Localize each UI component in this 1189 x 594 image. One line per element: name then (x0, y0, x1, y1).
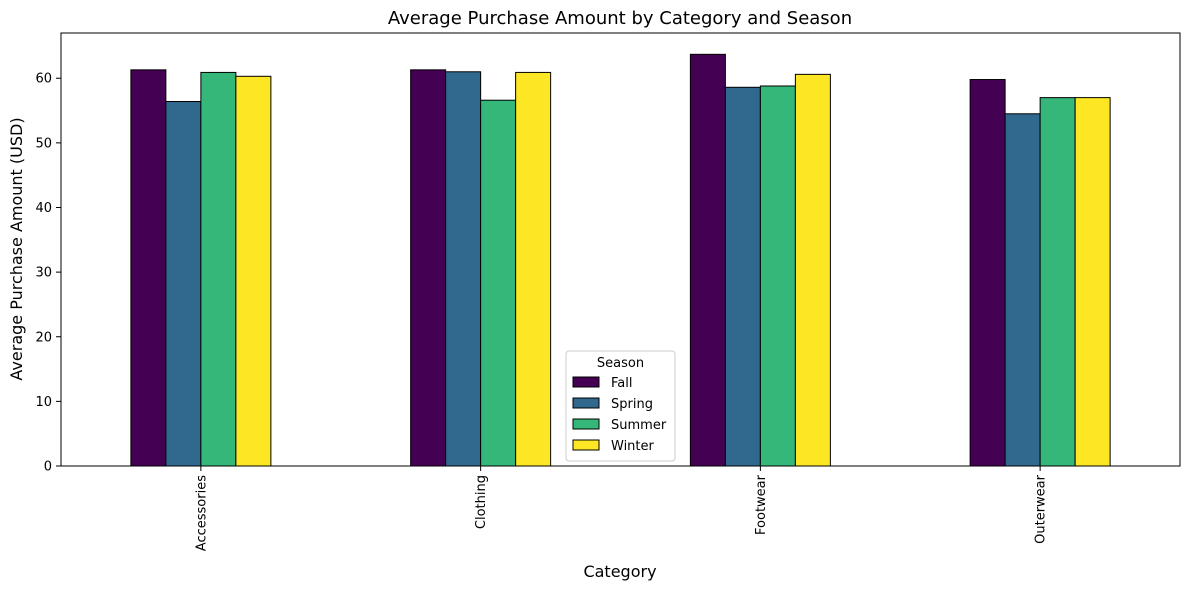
bar-fall-clothing (410, 69, 447, 467)
bar-summer-outerwear (1039, 97, 1076, 467)
axes-frame (60, 32, 1181, 467)
legend-swatch-winter (572, 439, 600, 451)
bar-winter-accessories (235, 75, 272, 467)
x-axis-label: Category (583, 562, 656, 581)
bar-winter-footwear (794, 73, 831, 467)
x-tick-label-outerwear: Outerwear (1034, 474, 1049, 544)
bar-summer-accessories (200, 71, 237, 467)
x-tick-label-accessories: Accessories (194, 475, 209, 551)
y-tick-label: 60 (35, 72, 52, 87)
bar-fall-accessories (130, 69, 167, 467)
legend-label-fall: Fall (611, 376, 632, 391)
bar-spring-footwear (724, 86, 761, 467)
legend-swatch-fall (572, 376, 600, 388)
bar-winter-clothing (515, 71, 552, 467)
bar-spring-accessories (165, 101, 202, 467)
chart-title: Average Purchase Amount by Category and … (388, 8, 852, 29)
y-axis-label: Average Purchase Amount (USD) (7, 117, 26, 380)
y-tick-label: 40 (35, 201, 52, 216)
legend-label-winter: Winter (611, 439, 655, 454)
legend-swatch-summer (572, 418, 600, 430)
legend: Season Fall Spring Summer Winter (565, 350, 676, 462)
y-tick-label: 0 (44, 460, 52, 475)
bar-spring-outerwear (1004, 113, 1041, 467)
legend-label-spring: Spring (611, 397, 653, 412)
y-tick-label: 50 (35, 136, 52, 151)
x-tick-label-clothing: Clothing (474, 475, 489, 529)
bar-summer-clothing (480, 99, 517, 467)
legend-title: Season (597, 356, 644, 371)
bar-fall-footwear (689, 53, 726, 467)
bar-winter-outerwear (1074, 97, 1111, 467)
bar-spring-clothing (445, 71, 482, 467)
bar-fall-outerwear (969, 79, 1006, 467)
x-tick-label-footwear: Footwear (754, 474, 769, 535)
legend-swatch-spring (572, 397, 600, 409)
legend-label-summer: Summer (611, 418, 667, 433)
y-tick-label: 10 (35, 395, 52, 410)
bar-summer-footwear (759, 85, 796, 467)
y-tick-label: 30 (35, 266, 52, 281)
plot-area: 0 10 20 30 40 50 60 Accessories Clothing Footwear… (35, 32, 1181, 551)
y-tick-label: 20 (35, 330, 52, 345)
